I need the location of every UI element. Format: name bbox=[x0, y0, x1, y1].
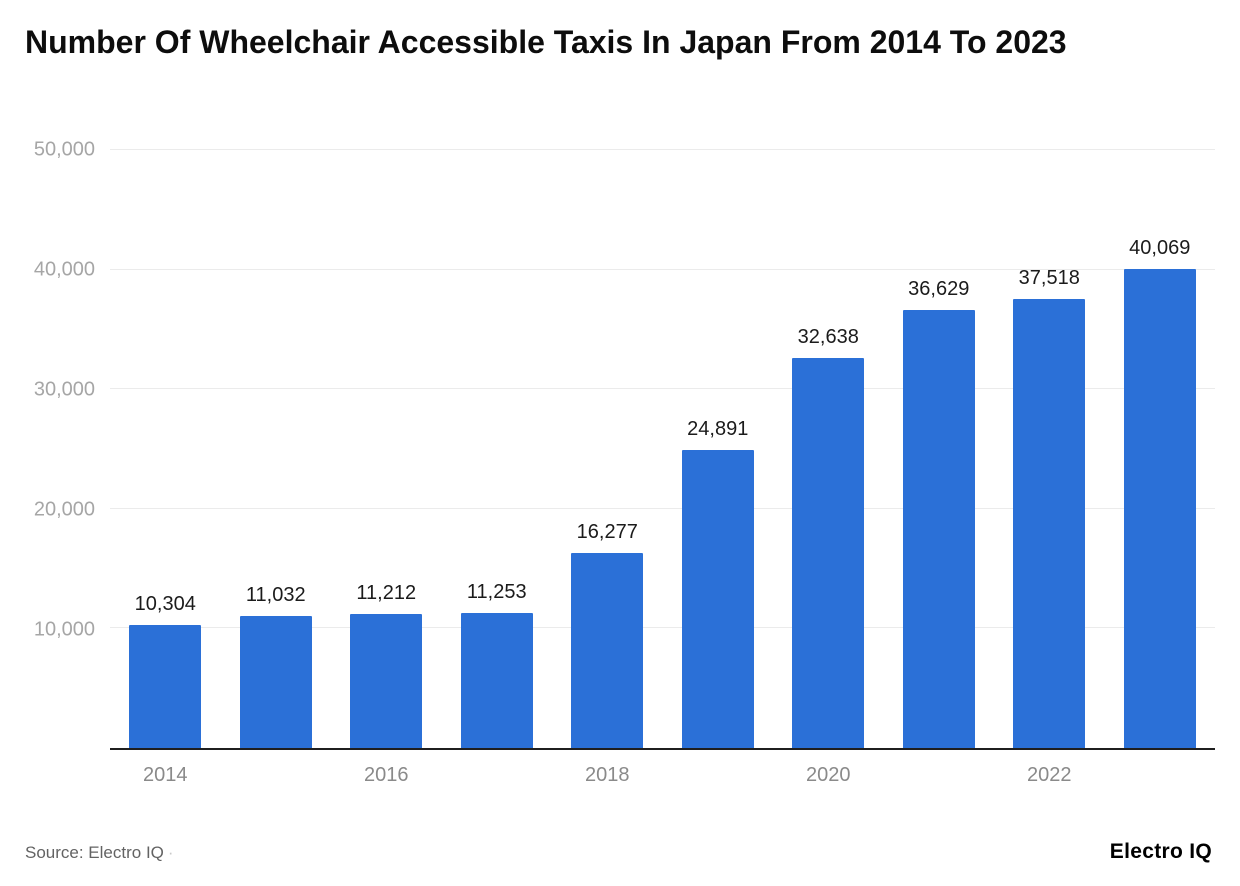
x-tick-label: 2022 bbox=[1027, 764, 1072, 786]
x-tick-label: 2016 bbox=[364, 764, 409, 786]
x-tick-label bbox=[884, 752, 995, 787]
bar-value-label: 24,891 bbox=[687, 418, 749, 441]
bar-2014 bbox=[129, 624, 202, 748]
bar-value-label: 37,518 bbox=[1018, 267, 1080, 290]
bar-column-2019: 24,891 bbox=[663, 150, 774, 748]
x-tick-label bbox=[442, 752, 553, 787]
bar-column-2021: 36,629 bbox=[884, 150, 995, 748]
bar-chart: 10,000 20,000 30,000 40,000 50,000 10,304 11,… bbox=[0, 139, 1240, 790]
gridline bbox=[110, 149, 1215, 150]
bar-column-2023: 40,069 bbox=[1105, 150, 1216, 748]
source-text: Source: Electro IQ bbox=[25, 843, 164, 862]
bar-value-label: 36,629 bbox=[908, 277, 970, 300]
y-tick-label: 10,000 bbox=[33, 618, 95, 641]
bar-value-label: 11,032 bbox=[245, 584, 306, 607]
bar-value-label: 32,638 bbox=[797, 325, 859, 348]
x-axis: 2014 2016 2018 2020 2022 bbox=[110, 752, 1215, 787]
bar-value-label: 16,277 bbox=[576, 521, 638, 544]
source-separator: · bbox=[167, 843, 174, 862]
bar-column-2015: 11,032 bbox=[221, 150, 332, 748]
x-tick-label bbox=[1105, 752, 1216, 787]
bar-value-label: 11,212 bbox=[356, 581, 417, 604]
bar-2020 bbox=[792, 357, 865, 748]
x-tick-label bbox=[663, 752, 774, 787]
y-tick-label: 50,000 bbox=[33, 138, 95, 161]
bar-column-2017: 11,253 bbox=[442, 150, 553, 748]
bar-2021 bbox=[902, 309, 975, 748]
bar-column-2020: 32,638 bbox=[773, 150, 884, 748]
bar-2016 bbox=[350, 613, 423, 748]
y-axis: 10,000 20,000 30,000 40,000 50,000 bbox=[0, 139, 95, 750]
bar-2015 bbox=[239, 616, 312, 748]
bar-column-2014: 10,304 bbox=[110, 150, 221, 748]
plot-area: 10,304 11,032 11,212 11,253 16,277 24,891 32,6… bbox=[110, 149, 1215, 750]
bar-value-label: 40,069 bbox=[1129, 236, 1191, 259]
x-tick-label: 2018 bbox=[585, 764, 630, 786]
gridline bbox=[110, 627, 1215, 629]
bar-2018 bbox=[571, 553, 644, 748]
bar-value-label: 11,253 bbox=[466, 581, 527, 604]
bars-container: 10,304 11,032 11,212 11,253 16,277 24,891 32,6… bbox=[110, 150, 1215, 748]
bar-column-2018: 16,277 bbox=[552, 150, 663, 748]
bar-2017 bbox=[460, 613, 533, 748]
x-tick-label bbox=[221, 752, 332, 787]
bar-column-2016: 11,212 bbox=[331, 150, 442, 748]
y-tick-label: 30,000 bbox=[33, 378, 95, 401]
bar-column-2022: 37,518 bbox=[994, 150, 1105, 748]
y-tick-label: 20,000 bbox=[33, 498, 95, 521]
gridline bbox=[110, 388, 1215, 390]
chart-title: Number Of Wheelchair Accessible Taxis In… bbox=[25, 24, 1067, 60]
gridline bbox=[110, 268, 1215, 270]
source-label: Source: Electro IQ · bbox=[25, 843, 174, 863]
y-tick-label: 40,000 bbox=[33, 258, 95, 281]
x-tick-label: 2020 bbox=[806, 764, 851, 786]
bar-2022 bbox=[1013, 299, 1086, 748]
x-tick-label: 2014 bbox=[143, 764, 188, 786]
brand-logo: Electro IQ bbox=[1109, 840, 1212, 863]
bar-value-label: 10,304 bbox=[134, 592, 196, 615]
bar-2023 bbox=[1123, 268, 1196, 748]
bar-2019 bbox=[681, 450, 754, 748]
gridline bbox=[110, 507, 1215, 509]
